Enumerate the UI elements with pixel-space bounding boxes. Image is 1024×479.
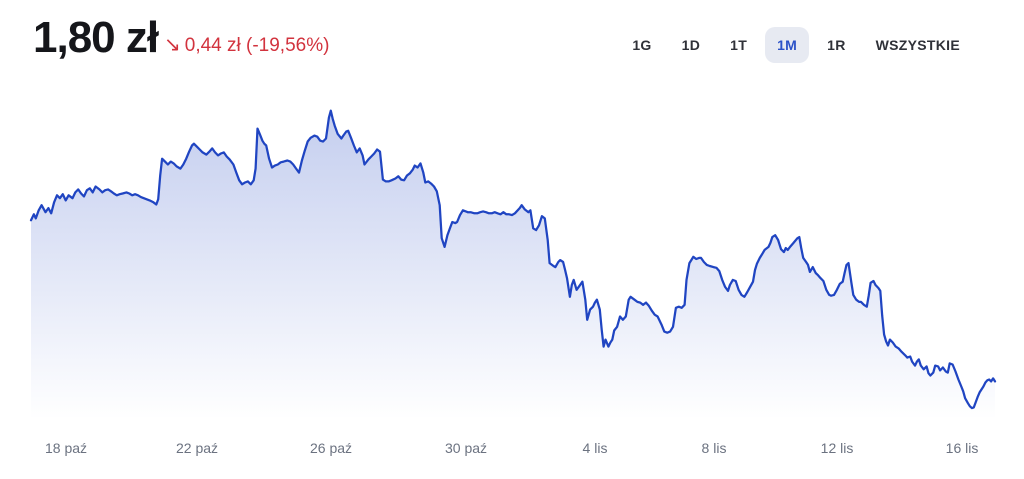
range-button-1m[interactable]: 1M (765, 27, 810, 63)
down-arrow-icon: ↘ (164, 34, 181, 56)
price-change: ↘ 0,44 zł (-19,56%) (164, 35, 329, 55)
x-axis-label: 16 lis (945, 440, 979, 456)
x-axis-label: 22 paź (175, 440, 219, 456)
x-axis-label: 30 paź (444, 440, 488, 456)
price-change-text: 0,44 zł (-19,56%) (184, 34, 330, 56)
x-axis-label: 8 lis (701, 440, 727, 456)
x-axis-label: 18 paź (44, 440, 88, 456)
x-axis-label: 12 lis (820, 440, 854, 456)
range-button-1t[interactable]: 1T (718, 27, 759, 63)
chart-line (29, 109, 997, 410)
x-axis-label: 4 lis (582, 440, 608, 456)
chart-area-fill (31, 110, 995, 420)
range-button-1d[interactable]: 1D (670, 27, 713, 63)
current-price: 1,80 zł (33, 13, 159, 62)
x-axis-label: 26 paź (309, 440, 353, 456)
x-axis: 18 paź 22 paź 26 paź 30 paź 4 lis 8 lis … (0, 441, 1024, 461)
range-button-1g[interactable]: 1G (620, 27, 663, 63)
time-range-selector: 1G 1D 1T 1M 1R WSZYSTKIE (620, 27, 972, 63)
range-button-all[interactable]: WSZYSTKIE (864, 27, 972, 63)
range-button-1r[interactable]: 1R (815, 27, 858, 63)
